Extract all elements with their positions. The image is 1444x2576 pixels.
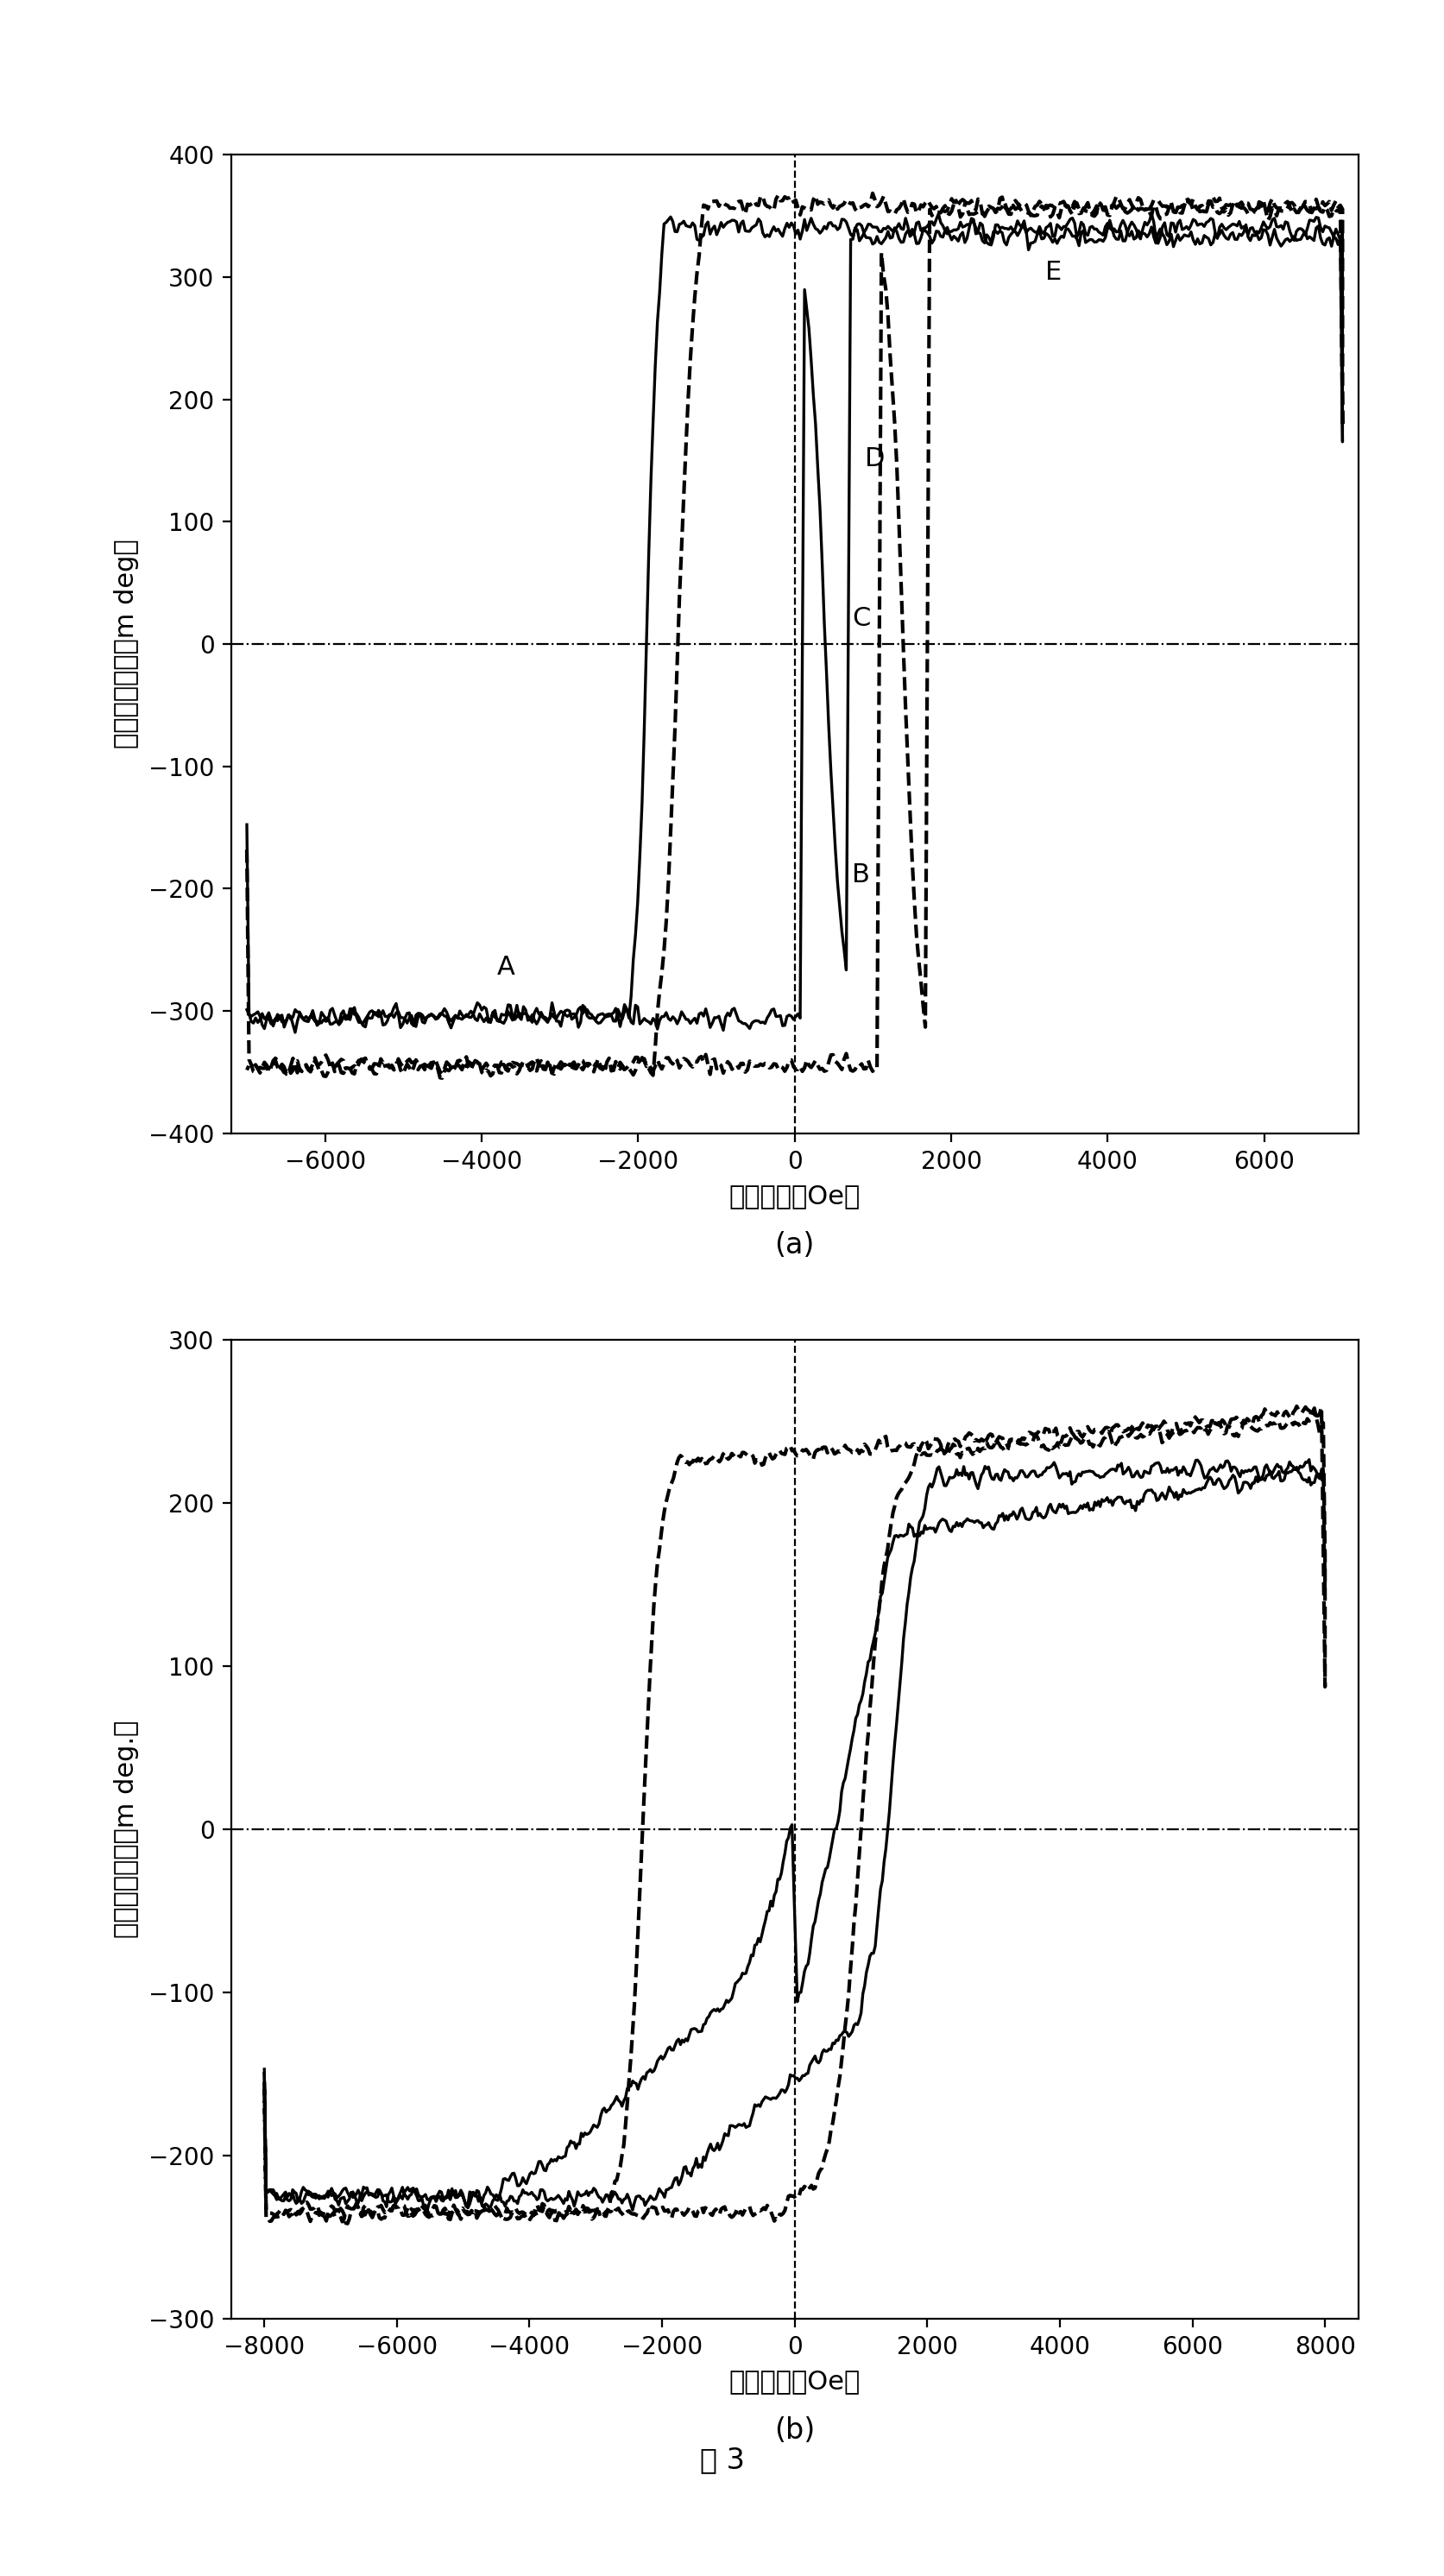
Text: E: E (1044, 260, 1061, 283)
Text: A: A (497, 956, 516, 979)
Text: (a): (a) (774, 1231, 814, 1260)
Y-axis label: 磁光克尔转觓（m deg）: 磁光克尔转觓（m deg） (114, 538, 139, 750)
X-axis label: 磁场强度（Oe）: 磁场强度（Oe） (729, 2370, 859, 2393)
Y-axis label: 磁光克尔转觓（m deg.）: 磁光克尔转觓（m deg.） (114, 1721, 139, 1937)
Text: B: B (852, 863, 869, 889)
Text: D: D (865, 446, 885, 471)
Text: 图 3: 图 3 (700, 2445, 744, 2476)
X-axis label: 磁场强度（Oe）: 磁场强度（Oe） (729, 1185, 859, 1208)
Text: (b): (b) (774, 2416, 814, 2445)
Text: C: C (852, 605, 869, 631)
